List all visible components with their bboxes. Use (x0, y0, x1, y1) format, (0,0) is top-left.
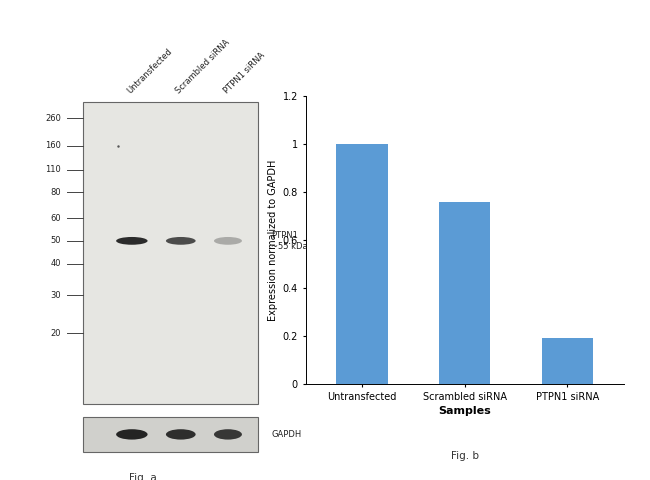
Text: 260: 260 (46, 114, 61, 123)
Text: Scrambled siRNA: Scrambled siRNA (174, 38, 232, 95)
Text: 50: 50 (51, 236, 61, 245)
Ellipse shape (116, 237, 148, 245)
Ellipse shape (214, 237, 242, 245)
Text: PTPN1 siRNA: PTPN1 siRNA (222, 50, 266, 95)
Ellipse shape (166, 429, 196, 440)
Ellipse shape (214, 429, 242, 440)
Bar (439, 202, 491, 384)
Text: Fig. a: Fig. a (129, 473, 157, 480)
Text: Fig. b: Fig. b (450, 451, 479, 461)
Ellipse shape (166, 237, 196, 245)
Y-axis label: Expression normalized to GAPDH: Expression normalized to GAPDH (268, 159, 278, 321)
Text: GAPDH: GAPDH (271, 430, 302, 439)
Text: 20: 20 (51, 329, 61, 337)
Text: Untransfected: Untransfected (125, 47, 174, 95)
Text: PTPN1
~55 kDa: PTPN1 ~55 kDa (271, 231, 308, 251)
Bar (83, 102, 257, 404)
Text: 40: 40 (51, 259, 61, 268)
Text: 80: 80 (51, 188, 61, 197)
Bar (542, 338, 593, 384)
X-axis label: Samples: Samples (438, 406, 491, 416)
Text: 160: 160 (46, 141, 61, 150)
Bar (336, 144, 387, 384)
Text: 110: 110 (46, 165, 61, 174)
Ellipse shape (116, 429, 148, 440)
Bar (83, 417, 257, 452)
Text: 60: 60 (51, 214, 61, 223)
Text: 30: 30 (51, 291, 61, 300)
